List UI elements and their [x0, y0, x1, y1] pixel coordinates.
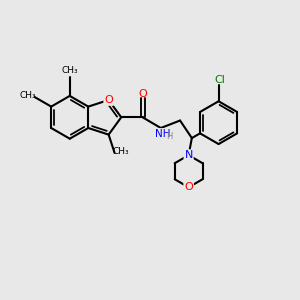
Text: Cl: Cl — [214, 75, 225, 85]
Text: N: N — [184, 150, 193, 160]
Text: O: O — [104, 95, 113, 105]
Text: O: O — [184, 182, 193, 192]
Text: H: H — [167, 132, 173, 141]
Text: CH₃: CH₃ — [19, 91, 36, 100]
Text: NH: NH — [154, 129, 170, 139]
Text: CH₃: CH₃ — [61, 66, 78, 75]
Text: O: O — [139, 89, 148, 99]
Text: CH₃: CH₃ — [112, 147, 129, 156]
